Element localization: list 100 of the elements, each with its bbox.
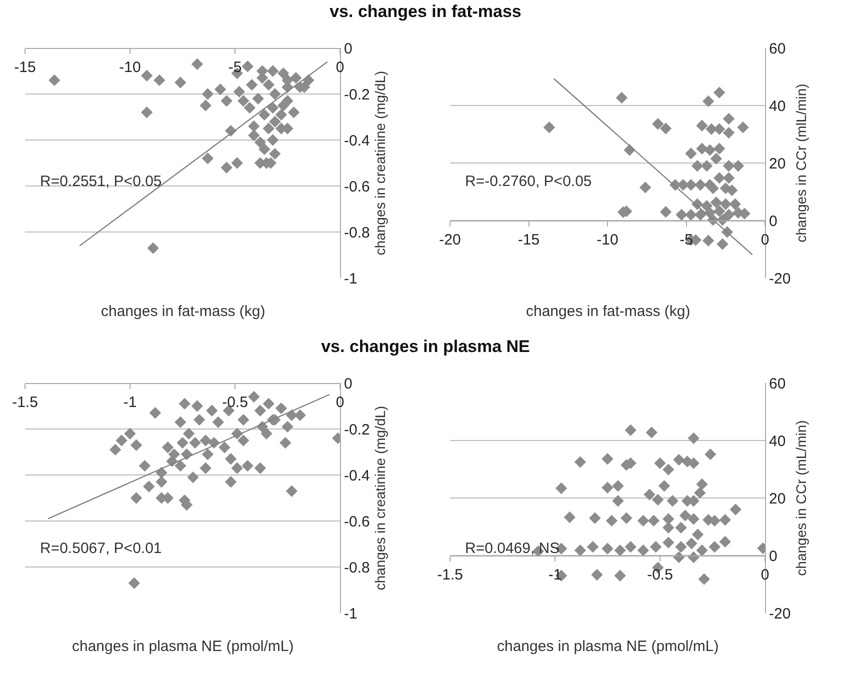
y-tick-label: -20 [769,270,791,288]
point [616,92,628,104]
point [254,136,266,148]
y-tick-label: 0 [769,212,778,230]
x-tick-label: -15 [518,232,540,248]
y-tick-label: 20 [769,490,786,508]
point [174,76,186,88]
y-axis-title: changes in CCr (mL/min) [792,420,809,576]
y-axis-title: changes in creatinine (mg/dL) [372,70,388,256]
point [189,436,201,449]
y-tick-label: -0.8 [344,559,370,576]
point [694,208,706,221]
point [266,134,279,146]
point [286,485,298,497]
point [200,434,212,446]
text: vs. changes in fat-mass [328,2,522,22]
point [700,200,713,212]
point [244,102,256,114]
point [214,84,226,96]
point [660,122,672,134]
point [202,152,214,164]
point [138,460,151,472]
point [269,88,281,100]
point [238,95,250,107]
point [710,152,722,165]
point [143,480,155,492]
point [258,108,270,121]
point [262,78,274,91]
point [231,157,243,169]
x-tick-label: -1 [548,566,562,584]
point [722,208,735,221]
point [543,122,556,134]
point [218,442,230,454]
point [685,148,697,160]
x-tick-label: -0.5 [222,394,248,411]
point [220,95,232,107]
point [660,206,672,218]
x-tick-label: -20 [439,232,461,248]
point [200,462,212,474]
point [130,492,142,504]
y-tick-label: -0.2 [344,86,370,104]
point [696,120,708,132]
point [182,428,195,440]
point [187,471,199,484]
point [128,577,140,589]
x-tick-label: -5 [228,59,242,76]
point [700,160,713,172]
point [266,102,279,114]
point [713,86,726,98]
y-tick-label: 40 [769,432,786,450]
y-tick-label: 0 [344,375,352,392]
point [290,72,302,84]
point [242,460,254,472]
point [174,416,186,428]
point [702,95,714,108]
point [193,414,206,426]
point [200,100,212,112]
x-tick-label: -10 [596,232,618,248]
y-tick-label: -1 [344,605,358,622]
y-tick-label: 0 [344,40,352,58]
point [248,390,260,403]
y-tick-label: 20 [769,155,786,172]
point [248,130,260,142]
point [694,179,706,191]
annotation: R=-0.2760, P<0.05 [465,173,592,190]
point [242,60,254,72]
point [269,116,281,128]
point [224,453,237,465]
point [277,67,290,80]
y-tick-label: 60 [769,40,786,58]
point [246,78,258,91]
y-tick-label: -0.4 [344,132,370,150]
point [260,428,272,440]
point [154,74,166,86]
point [202,88,214,100]
point [639,182,652,194]
annotation: R=0.5067, P<0.01 [40,540,162,557]
x-axis-title: changes in plasma NE (pmol/mL) [72,638,294,655]
point [224,476,237,488]
point [156,476,168,488]
point [262,122,274,134]
x-tick-label: -1.5 [437,566,463,584]
annotation: R=0.2551, P<0.05 [40,173,162,190]
point [258,143,270,156]
y-tick-label: -0.4 [344,467,370,484]
point [156,466,168,479]
y-tick-label: 0 [769,548,778,565]
y-tick-label: -0.6 [344,513,370,530]
point [174,460,186,472]
point [722,172,735,184]
point [702,234,714,246]
point [691,160,704,172]
point [202,448,214,460]
point [275,108,288,121]
point [722,126,735,139]
y-tick-label: 60 [769,375,786,392]
point [722,112,735,125]
point [140,106,153,118]
point [149,407,162,419]
text: vs. changes in plasma NE [320,337,531,357]
